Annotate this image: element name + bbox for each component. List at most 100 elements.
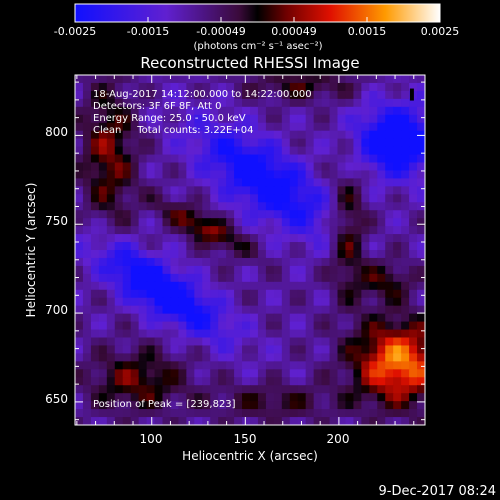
- heatmap-cell: [337, 361, 347, 370]
- heatmap-cell: [289, 202, 299, 211]
- heatmap-cell: [154, 273, 164, 283]
- heatmap-cell: [257, 297, 267, 307]
- heatmap-cell: [154, 409, 164, 418]
- heatmap-cell: [329, 393, 339, 402]
- heatmap-cell: [409, 146, 418, 156]
- heatmap-cell: [170, 146, 179, 156]
- heatmap-cell: [90, 305, 100, 315]
- heatmap-cell: [377, 90, 386, 100]
- heatmap-cell: [353, 138, 362, 148]
- heatmap-cell: [202, 82, 211, 92]
- heatmap-cell: [234, 361, 243, 370]
- heatmap-cell: [202, 242, 211, 251]
- heatmap-cell: [385, 106, 394, 116]
- heatmap-cell: [337, 417, 347, 425]
- heatmap-cell: [178, 138, 187, 148]
- heatmap-cell: [138, 257, 148, 267]
- heatmap-cell: [242, 393, 251, 402]
- heatmap-cell: [178, 417, 187, 425]
- heatmap-cell: [369, 393, 378, 402]
- heatmap-cell: [178, 122, 187, 132]
- heatmap-cell: [273, 146, 283, 156]
- heatmap-cell: [313, 242, 323, 251]
- heatmap-cell: [178, 337, 187, 347]
- heatmap-cell: [273, 377, 283, 386]
- heatmap-cell: [305, 122, 315, 132]
- heatmap-cell: [297, 146, 307, 156]
- heatmap-cell: [210, 273, 219, 283]
- heatmap-cell: [154, 242, 164, 251]
- heatmap-cell: [369, 250, 378, 259]
- heatmap-cell: [385, 75, 394, 84]
- heatmap-cell: [250, 250, 259, 259]
- heatmap-cell: [210, 257, 219, 267]
- heatmap-cell: [242, 98, 251, 108]
- heatmap-cell: [377, 146, 386, 156]
- heatmap-cell: [337, 234, 347, 243]
- heatmap-cell: [289, 393, 299, 402]
- heatmap-cell: [234, 98, 243, 108]
- heatmap-cell: [273, 75, 283, 84]
- heatmap-cell: [265, 106, 275, 116]
- heatmap-cell: [122, 329, 132, 339]
- heatmap-cell: [273, 393, 283, 402]
- heatmap-cell: [353, 313, 362, 323]
- heatmap-cell: [250, 313, 259, 323]
- heatmap-cell: [297, 106, 307, 116]
- heatmap-cell: [170, 75, 179, 84]
- heatmap-cell: [202, 265, 211, 275]
- heatmap-cell: [234, 289, 243, 299]
- heatmap-cell: [417, 345, 425, 354]
- heatmap-cell: [337, 281, 347, 291]
- heatmap-cell: [162, 265, 172, 275]
- heatmap-cell: [82, 218, 92, 227]
- heatmap-cell: [162, 178, 172, 187]
- heatmap-cell: [345, 210, 354, 219]
- heatmap-cell: [409, 226, 418, 235]
- heatmap-cell: [265, 409, 275, 418]
- heatmap-cell: [162, 257, 172, 267]
- heatmap-cell: [122, 234, 132, 243]
- heatmap-cell: [377, 194, 386, 203]
- heatmap-cell: [138, 162, 148, 172]
- heatmap-cell: [273, 210, 283, 219]
- heatmap-cell: [273, 329, 283, 339]
- heatmap-cell: [226, 210, 235, 219]
- heatmap-cell: [345, 353, 354, 362]
- heatmap-cell: [361, 289, 370, 299]
- heatmap-cell: [106, 114, 116, 124]
- heatmap-cell: [377, 265, 386, 275]
- heatmap-cell: [218, 329, 227, 339]
- heatmap-cell: [337, 313, 347, 323]
- heatmap-cell: [321, 321, 331, 331]
- heatmap-cell: [202, 146, 211, 156]
- heatmap-cell: [329, 337, 339, 347]
- heatmap-cell: [194, 329, 203, 339]
- heatmap-cell: [234, 82, 243, 92]
- heatmap-cell: [393, 218, 402, 227]
- heatmap-cell: [417, 210, 425, 219]
- x-tick-label: 200: [327, 432, 350, 446]
- heatmap-cell: [82, 226, 92, 235]
- heatmap-cell: [114, 417, 124, 425]
- heatmap-cell: [297, 321, 307, 331]
- heatmap-cell: [114, 297, 124, 307]
- heatmap-cell: [146, 122, 156, 132]
- heatmap-cell: [329, 409, 339, 418]
- heatmap-cell: [385, 154, 394, 164]
- heatmap-cell: [138, 417, 148, 425]
- heatmap-cell: [305, 138, 315, 148]
- heatmap-cell: [393, 162, 402, 172]
- heatmap-cell: [154, 345, 164, 354]
- heatmap-cell: [273, 162, 283, 172]
- heatmap-cell: [90, 361, 100, 370]
- heatmap-cell: [186, 353, 195, 362]
- heatmap-cell: [257, 138, 267, 148]
- heatmap-cell: [130, 202, 140, 211]
- heatmap-cell: [257, 369, 267, 378]
- detectors-annotation: Detectors: 3F 6F 8F, Att 0: [93, 101, 221, 112]
- heatmap-cell: [281, 409, 291, 418]
- heatmap-cell: [106, 329, 116, 339]
- heatmap-cell: [130, 242, 140, 251]
- heatmap-cell: [242, 178, 251, 187]
